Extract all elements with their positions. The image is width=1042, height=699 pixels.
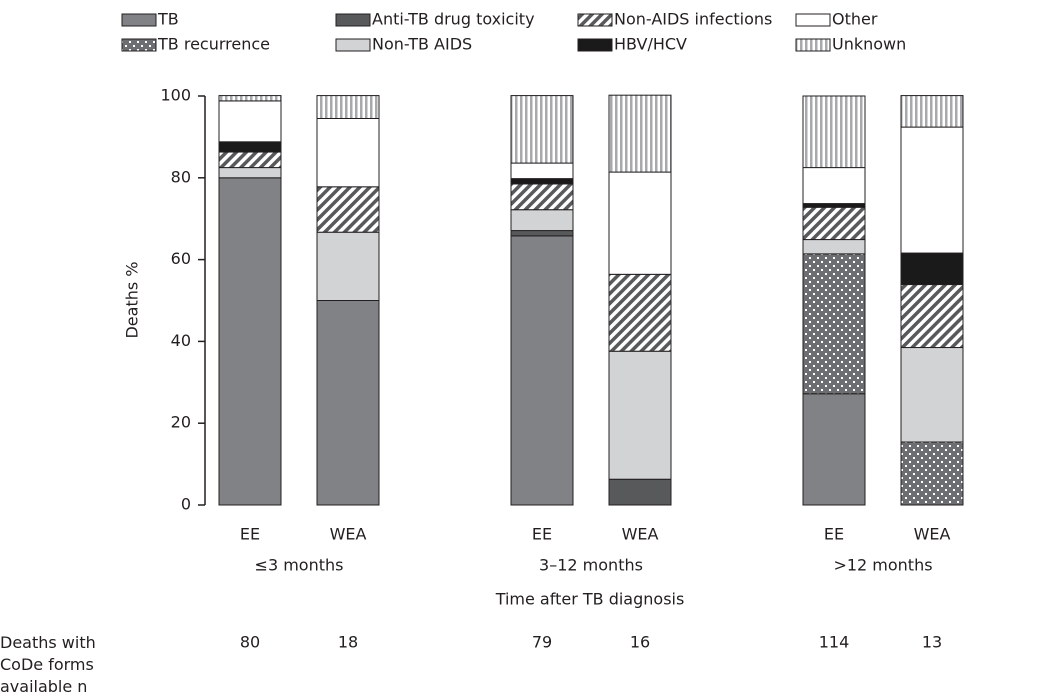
count-value: 13 xyxy=(922,633,942,652)
bar-segment xyxy=(218,151,282,169)
bar-segment xyxy=(900,284,964,349)
group-label: 3–12 months xyxy=(539,556,643,575)
group-label: >12 months xyxy=(833,556,932,575)
bar-segment xyxy=(510,235,574,506)
legend-label: Non-AIDS infections xyxy=(614,10,772,29)
bar-segment xyxy=(802,95,866,169)
legend-label: HBV/HCV xyxy=(614,35,687,54)
group-label: ≤3 months xyxy=(255,556,344,575)
y-tick-label: 60 xyxy=(171,249,191,268)
legend-label: TB xyxy=(157,10,179,29)
legend-label: TB recurrence xyxy=(157,35,270,54)
y-tick-label: 0 xyxy=(181,495,191,514)
legend-swatch xyxy=(577,13,613,27)
bar-segment xyxy=(510,95,574,164)
legend-swatch xyxy=(121,13,157,27)
bar-segment xyxy=(802,167,866,205)
y-axis-title: Deaths % xyxy=(123,261,142,338)
bar-segment xyxy=(900,252,964,286)
count-value: 16 xyxy=(630,633,650,652)
x-tick-label: EE xyxy=(824,525,844,544)
legend-swatch xyxy=(795,38,831,52)
y-tick-label: 100 xyxy=(160,86,191,105)
legend-label: Non-TB AIDS xyxy=(372,35,472,54)
bar-segment xyxy=(316,95,380,119)
bar-segment xyxy=(802,239,866,255)
legend-swatch xyxy=(121,38,157,52)
bar-segment xyxy=(218,95,282,102)
bar-segment xyxy=(608,94,672,173)
bar-segment xyxy=(802,253,866,395)
bar-segment xyxy=(900,95,964,128)
x-axis-title: Time after TB diagnosis xyxy=(495,590,685,609)
legend-swatch xyxy=(335,38,371,52)
bar-segment xyxy=(510,209,574,232)
bar-segment xyxy=(900,126,964,254)
bar-segment xyxy=(608,171,672,275)
bar-segment xyxy=(316,231,380,302)
y-tick-label: 40 xyxy=(171,331,191,350)
count-value: 18 xyxy=(338,633,358,652)
bar-segment xyxy=(218,177,282,506)
legend-swatch xyxy=(577,38,613,52)
bar-segment xyxy=(316,117,380,188)
bar-segment xyxy=(608,273,672,352)
bar-segment xyxy=(218,167,282,179)
count-label: Deaths with CoDe forms available n xyxy=(0,633,96,696)
bar-segment xyxy=(608,350,672,480)
x-tick-label: WEA xyxy=(914,525,951,544)
legend-label: Anti-TB drug toxicity xyxy=(372,10,535,29)
legend-swatch xyxy=(335,13,371,27)
x-tick-label: EE xyxy=(240,525,260,544)
y-tick-label: 80 xyxy=(171,167,191,186)
y-tick-label: 20 xyxy=(171,413,191,432)
count-value: 114 xyxy=(819,633,850,652)
bar-segment xyxy=(316,186,380,233)
bar-segment xyxy=(900,347,964,443)
bar-segment xyxy=(510,162,574,180)
x-tick-label: WEA xyxy=(330,525,367,544)
count-value: 79 xyxy=(532,633,552,652)
bar-segment xyxy=(510,178,574,185)
x-tick-label: EE xyxy=(532,525,552,544)
bar-segment xyxy=(316,300,380,506)
bar-segment xyxy=(510,230,574,237)
legend-swatch xyxy=(795,13,831,27)
legend-label: Other xyxy=(832,10,878,29)
count-value: 80 xyxy=(240,633,260,652)
bar-segment xyxy=(802,206,866,241)
bar-segment xyxy=(802,203,866,208)
bar-segment xyxy=(510,183,574,211)
bar-segment xyxy=(802,393,866,506)
bar-segment xyxy=(218,100,282,143)
legend-label: Unknown xyxy=(832,35,906,54)
bar-segment xyxy=(900,441,964,506)
bar-segment xyxy=(608,478,672,506)
x-tick-label: WEA xyxy=(622,525,659,544)
bar-segment xyxy=(218,141,282,153)
